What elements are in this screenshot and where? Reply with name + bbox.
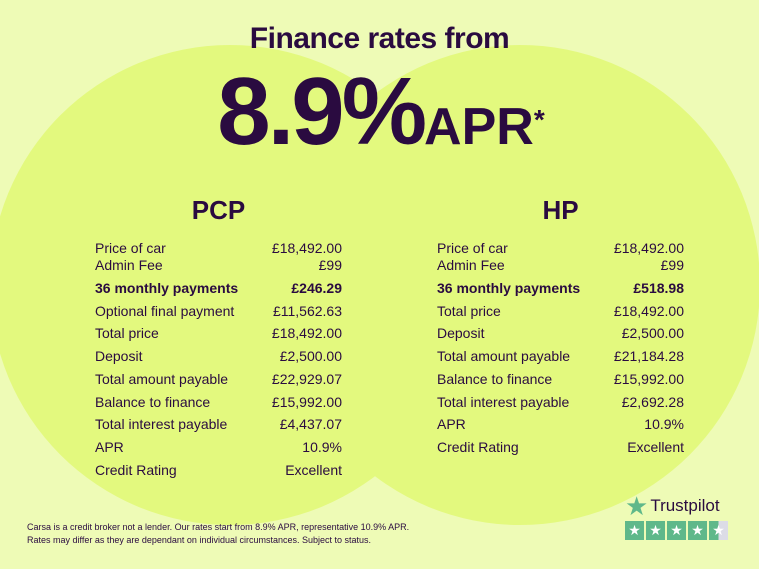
row-label: APR — [95, 438, 124, 455]
row-label: Total amount payable — [437, 348, 571, 365]
table-row: Deposit £2,500.00 — [437, 322, 684, 345]
row-value: £18,492.00 — [271, 240, 342, 256]
row-label: Price of car — [95, 240, 166, 256]
table-row: APR 10.9% — [95, 436, 342, 459]
row-value: 10.9% — [302, 438, 342, 455]
disclaimer: Carsa is a credit broker not a lender. O… — [27, 521, 409, 547]
table-row: Balance to finance £15,992.00 — [437, 368, 684, 391]
table-row: Total amount payable £21,184.28 — [437, 345, 684, 368]
row-value: £518.98 — [633, 280, 684, 296]
asterisk: * — [533, 104, 545, 135]
trustpilot-star-icon: ★ — [625, 491, 649, 521]
row-value: £18,492.00 — [271, 325, 342, 342]
row-value: £99 — [660, 257, 684, 273]
row-label: Total interest payable — [437, 393, 570, 410]
row-label: Admin Fee — [437, 257, 505, 273]
row-value: Excellent — [285, 461, 342, 478]
row-label: Total interest payable — [95, 416, 228, 433]
table-row: Admin Fee £99 — [95, 257, 342, 274]
decorative-circle-right — [280, 45, 759, 525]
row-label: 36 monthly payments — [437, 280, 581, 296]
row-value: £2,500.00 — [279, 348, 342, 365]
rate-value: 8.9% — [217, 58, 427, 165]
trustpilot-rating: ★ ★ ★ ★ ★ — [625, 521, 728, 540]
table-row: 36 monthly payments £518.98 — [437, 277, 684, 300]
table-row: Admin Fee £99 — [437, 257, 684, 274]
row-value: £21,184.28 — [613, 348, 684, 365]
headline-rate: 8.9%APR* — [0, 62, 759, 177]
headline-intro: Finance rates from — [249, 22, 510, 55]
row-label: Optional final payment — [95, 302, 235, 319]
row-label: Deposit — [437, 325, 485, 342]
row-value: £246.29 — [291, 280, 342, 296]
row-label: 36 monthly payments — [95, 280, 239, 296]
row-value: £18,492.00 — [613, 302, 684, 319]
disclaimer-line-2: Rates may differ as they are dependant o… — [27, 535, 372, 545]
row-label: Balance to finance — [95, 393, 211, 410]
table-row: Total amount payable £22,929.07 — [95, 368, 342, 391]
table-row: Balance to finance £15,992.00 — [95, 391, 342, 414]
table-row: 36 monthly payments £246.29 — [95, 277, 342, 300]
table-row: Total interest payable £2,692.28 — [437, 391, 684, 414]
row-value: £2,692.28 — [621, 393, 684, 410]
rating-star-icon: ★ — [667, 521, 686, 540]
pcp-table: PCP Price of car £18,492.00 Admin Fee £99 36… — [95, 195, 342, 481]
row-value: £15,992.00 — [271, 393, 342, 410]
table-row: APR 10.9% — [437, 413, 684, 436]
row-label: Total amount payable — [95, 370, 229, 387]
row-value: £99 — [318, 257, 342, 273]
row-value: £15,992.00 — [613, 370, 684, 387]
table-row: Total price £18,492.00 — [437, 300, 684, 323]
row-value: £4,437.07 — [279, 416, 342, 433]
hp-table: HP Price of car £18,492.00 Admin Fee £99 36 … — [437, 195, 684, 459]
row-value: £11,562.63 — [272, 302, 342, 319]
row-value: £2,500.00 — [621, 325, 684, 342]
row-label: Price of car — [437, 240, 508, 256]
row-label: Credit Rating — [437, 438, 519, 455]
row-label: Admin Fee — [95, 257, 163, 273]
row-label: APR — [437, 416, 466, 433]
row-label: Credit Rating — [95, 461, 177, 478]
table-row: Credit Rating Excellent — [95, 459, 342, 482]
pcp-title: PCP — [191, 195, 246, 225]
table-row: Optional final payment £11,562.63 — [95, 300, 342, 323]
row-label: Balance to finance — [437, 370, 553, 387]
table-row: Price of car £18,492.00 — [95, 240, 342, 257]
table-row: Price of car £18,492.00 — [437, 240, 684, 257]
hp-title: HP — [542, 195, 579, 225]
row-label: Total price — [95, 325, 159, 342]
row-label: Total price — [437, 302, 501, 319]
row-value: £18,492.00 — [613, 240, 684, 256]
table-row: Total price £18,492.00 — [95, 322, 342, 345]
apr-label: APR — [424, 98, 534, 156]
rating-star-icon: ★ — [646, 521, 665, 540]
table-row: Credit Rating Excellent — [437, 436, 684, 459]
disclaimer-line-1: Carsa is a credit broker not a lender. O… — [27, 522, 410, 532]
table-row: Total interest payable £4,437.07 — [95, 413, 342, 436]
trustpilot-badge: ★ Trustpilot ★ ★ ★ ★ ★ — [625, 491, 728, 540]
rating-star-icon: ★ — [625, 521, 644, 540]
row-value: Excellent — [627, 438, 684, 455]
table-row: Deposit £2,500.00 — [95, 345, 342, 368]
rating-star-icon: ★ — [709, 521, 728, 540]
trustpilot-label: Trustpilot — [650, 496, 720, 515]
row-value: 10.9% — [644, 416, 684, 433]
rating-star-icon: ★ — [688, 521, 707, 540]
row-value: £22,929.07 — [271, 370, 342, 387]
row-label: Deposit — [95, 348, 143, 365]
